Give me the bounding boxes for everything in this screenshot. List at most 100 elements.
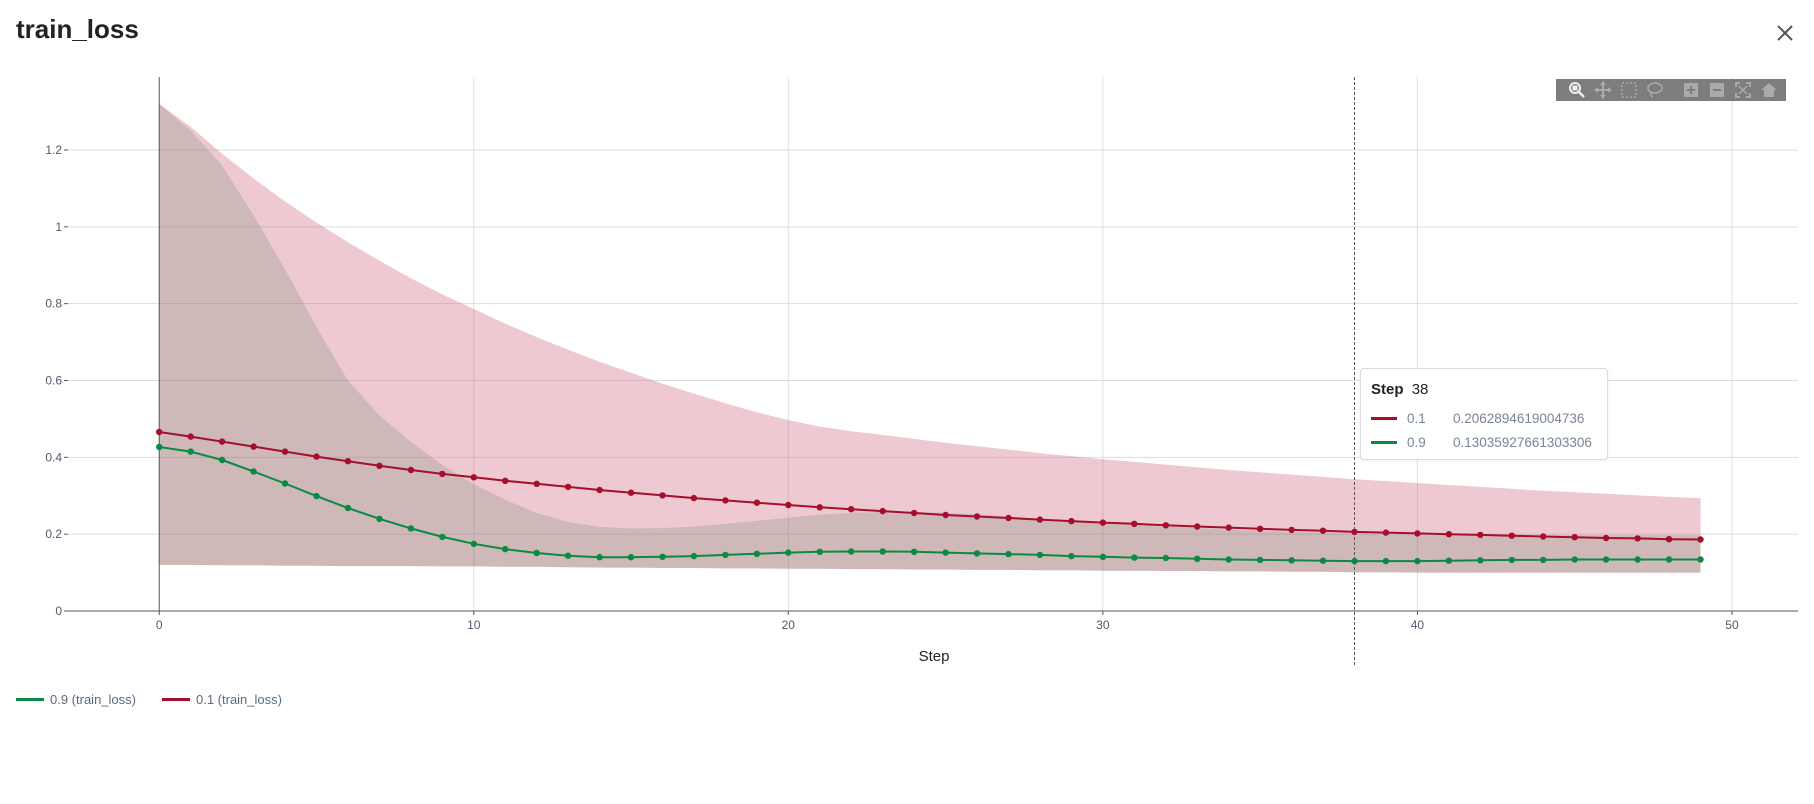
data-point-0.9 — [973, 550, 981, 557]
data-point-0.1 — [439, 470, 446, 478]
data-point-0.9 — [816, 548, 823, 555]
data-point-0.9 — [690, 552, 698, 560]
reset-axes-icon[interactable] — [1756, 79, 1782, 101]
data-point-0.9 — [156, 443, 163, 451]
tooltip-step-value: 38 — [1411, 381, 1429, 398]
data-point-0.1 — [156, 428, 163, 436]
data-point-0.9 — [564, 552, 572, 559]
data-point-0.9 — [1445, 557, 1453, 564]
data-point-0.1 — [879, 507, 886, 515]
data-point-0.9 — [218, 456, 226, 464]
chart-modebar — [1556, 79, 1786, 101]
data-point-0.9 — [1194, 555, 1201, 562]
data-point-0.1 — [1131, 520, 1138, 527]
data-point-0.1 — [816, 504, 823, 511]
legend-item-0.1[interactable]: 0.1 (train_loss) — [161, 692, 282, 707]
data-point-0.1 — [753, 499, 761, 506]
series-line-0.1 — [159, 431, 1701, 541]
zoom-in-icon[interactable] — [1678, 79, 1704, 101]
data-point-0.1 — [848, 506, 855, 513]
data-point-0.9 — [439, 533, 446, 541]
hover-tooltip: Step 38 0.1 0.2062894619004736 0.9 0.130… — [1360, 368, 1608, 460]
data-point-0.1 — [313, 453, 320, 460]
x-tick-label: 30 — [1096, 618, 1110, 632]
autoscale-icon[interactable] — [1730, 79, 1756, 101]
data-point-0.9 — [1540, 556, 1547, 564]
x-axis-title: Step — [919, 648, 950, 665]
data-point-0.9 — [502, 545, 509, 553]
data-point-0.9 — [407, 525, 415, 532]
y-tick-label: 0.6 — [45, 373, 62, 387]
data-point-0.9 — [470, 540, 477, 547]
tooltip-row: 0.1 0.2062894619004736 — [1371, 409, 1584, 427]
data-point-0.9 — [1288, 557, 1295, 564]
band-0.9 — [159, 103, 1701, 573]
data-point-0.9 — [533, 549, 540, 557]
data-point-0.1 — [596, 486, 603, 494]
data-point-0.1 — [627, 489, 635, 496]
data-point-0.1 — [187, 433, 194, 440]
box-select-icon[interactable] — [1616, 79, 1642, 101]
data-point-0.1 — [1194, 523, 1201, 530]
pan-icon[interactable] — [1590, 79, 1616, 101]
x-tick-label: 40 — [1411, 618, 1425, 632]
data-point-0.1 — [1382, 529, 1390, 536]
data-point-0.1 — [1162, 522, 1170, 529]
legend-item-0.9[interactable]: 0.9 (train_loss) — [16, 692, 136, 707]
tooltip-series-name: 0.9 — [1407, 434, 1426, 450]
data-point-0.1 — [1571, 534, 1578, 541]
data-point-0.1 — [1351, 528, 1358, 536]
data-point-0.1 — [1256, 525, 1264, 532]
x-tick-label: 0 — [156, 618, 163, 632]
data-point-0.9 — [785, 549, 792, 556]
data-point-0.9 — [281, 480, 289, 487]
data-point-0.1 — [533, 480, 540, 487]
line-chart[interactable]: 0 0.2 0.4 0.6 0.8 1 1.2 0 10 20 30 40 50 Step — [0, 0, 1814, 700]
data-point-0.1 — [942, 511, 949, 519]
tooltip-step-label: Step — [1371, 381, 1404, 398]
data-point-0.1 — [1602, 534, 1610, 542]
data-point-0.9 — [1697, 556, 1704, 563]
data-point-0.9 — [187, 448, 194, 455]
data-point-0.1 — [973, 513, 981, 520]
close-icon[interactable] — [1772, 20, 1798, 46]
data-point-0.9 — [1005, 550, 1012, 558]
data-point-0.9 — [1319, 557, 1327, 564]
y-tick-label: 0.2 — [45, 527, 62, 541]
data-point-0.9 — [1414, 557, 1421, 565]
data-point-0.1 — [785, 501, 792, 509]
data-point-0.9 — [376, 515, 383, 522]
data-point-0.1 — [1414, 530, 1421, 537]
data-point-0.1 — [250, 443, 257, 450]
zoom-icon[interactable] — [1564, 79, 1590, 101]
data-point-0.1 — [1319, 527, 1327, 534]
data-point-0.9 — [942, 549, 949, 556]
data-point-0.9 — [1036, 551, 1044, 559]
data-point-0.1 — [1099, 519, 1107, 526]
x-tick-label: 20 — [782, 618, 796, 632]
data-point-0.1 — [690, 494, 698, 502]
data-point-0.1 — [470, 474, 477, 481]
data-point-0.9 — [1256, 556, 1264, 564]
tooltip-row: 0.9 0.13035927661303306 — [1371, 433, 1592, 451]
data-point-0.1 — [1445, 531, 1453, 538]
series-line-0.9 — [159, 446, 1701, 563]
data-point-0.1 — [1225, 524, 1232, 531]
data-point-0.9 — [250, 468, 257, 475]
data-point-0.9 — [1665, 556, 1673, 563]
data-point-0.1 — [502, 477, 509, 484]
data-point-0.9 — [1634, 556, 1641, 563]
data-point-0.1 — [1288, 526, 1295, 534]
data-point-0.1 — [1540, 533, 1547, 540]
y-tick-label: 1.2 — [45, 143, 62, 157]
data-point-0.9 — [910, 548, 918, 555]
data-point-0.9 — [627, 554, 635, 561]
data-point-0.1 — [1634, 535, 1641, 542]
data-point-0.1 — [1697, 536, 1704, 543]
data-point-0.9 — [1602, 556, 1610, 563]
zoom-out-icon[interactable] — [1704, 79, 1730, 101]
data-point-0.1 — [1036, 516, 1044, 523]
y-tick-label: 1 — [55, 220, 62, 234]
lasso-select-icon[interactable] — [1642, 79, 1668, 101]
data-point-0.9 — [1351, 557, 1358, 565]
